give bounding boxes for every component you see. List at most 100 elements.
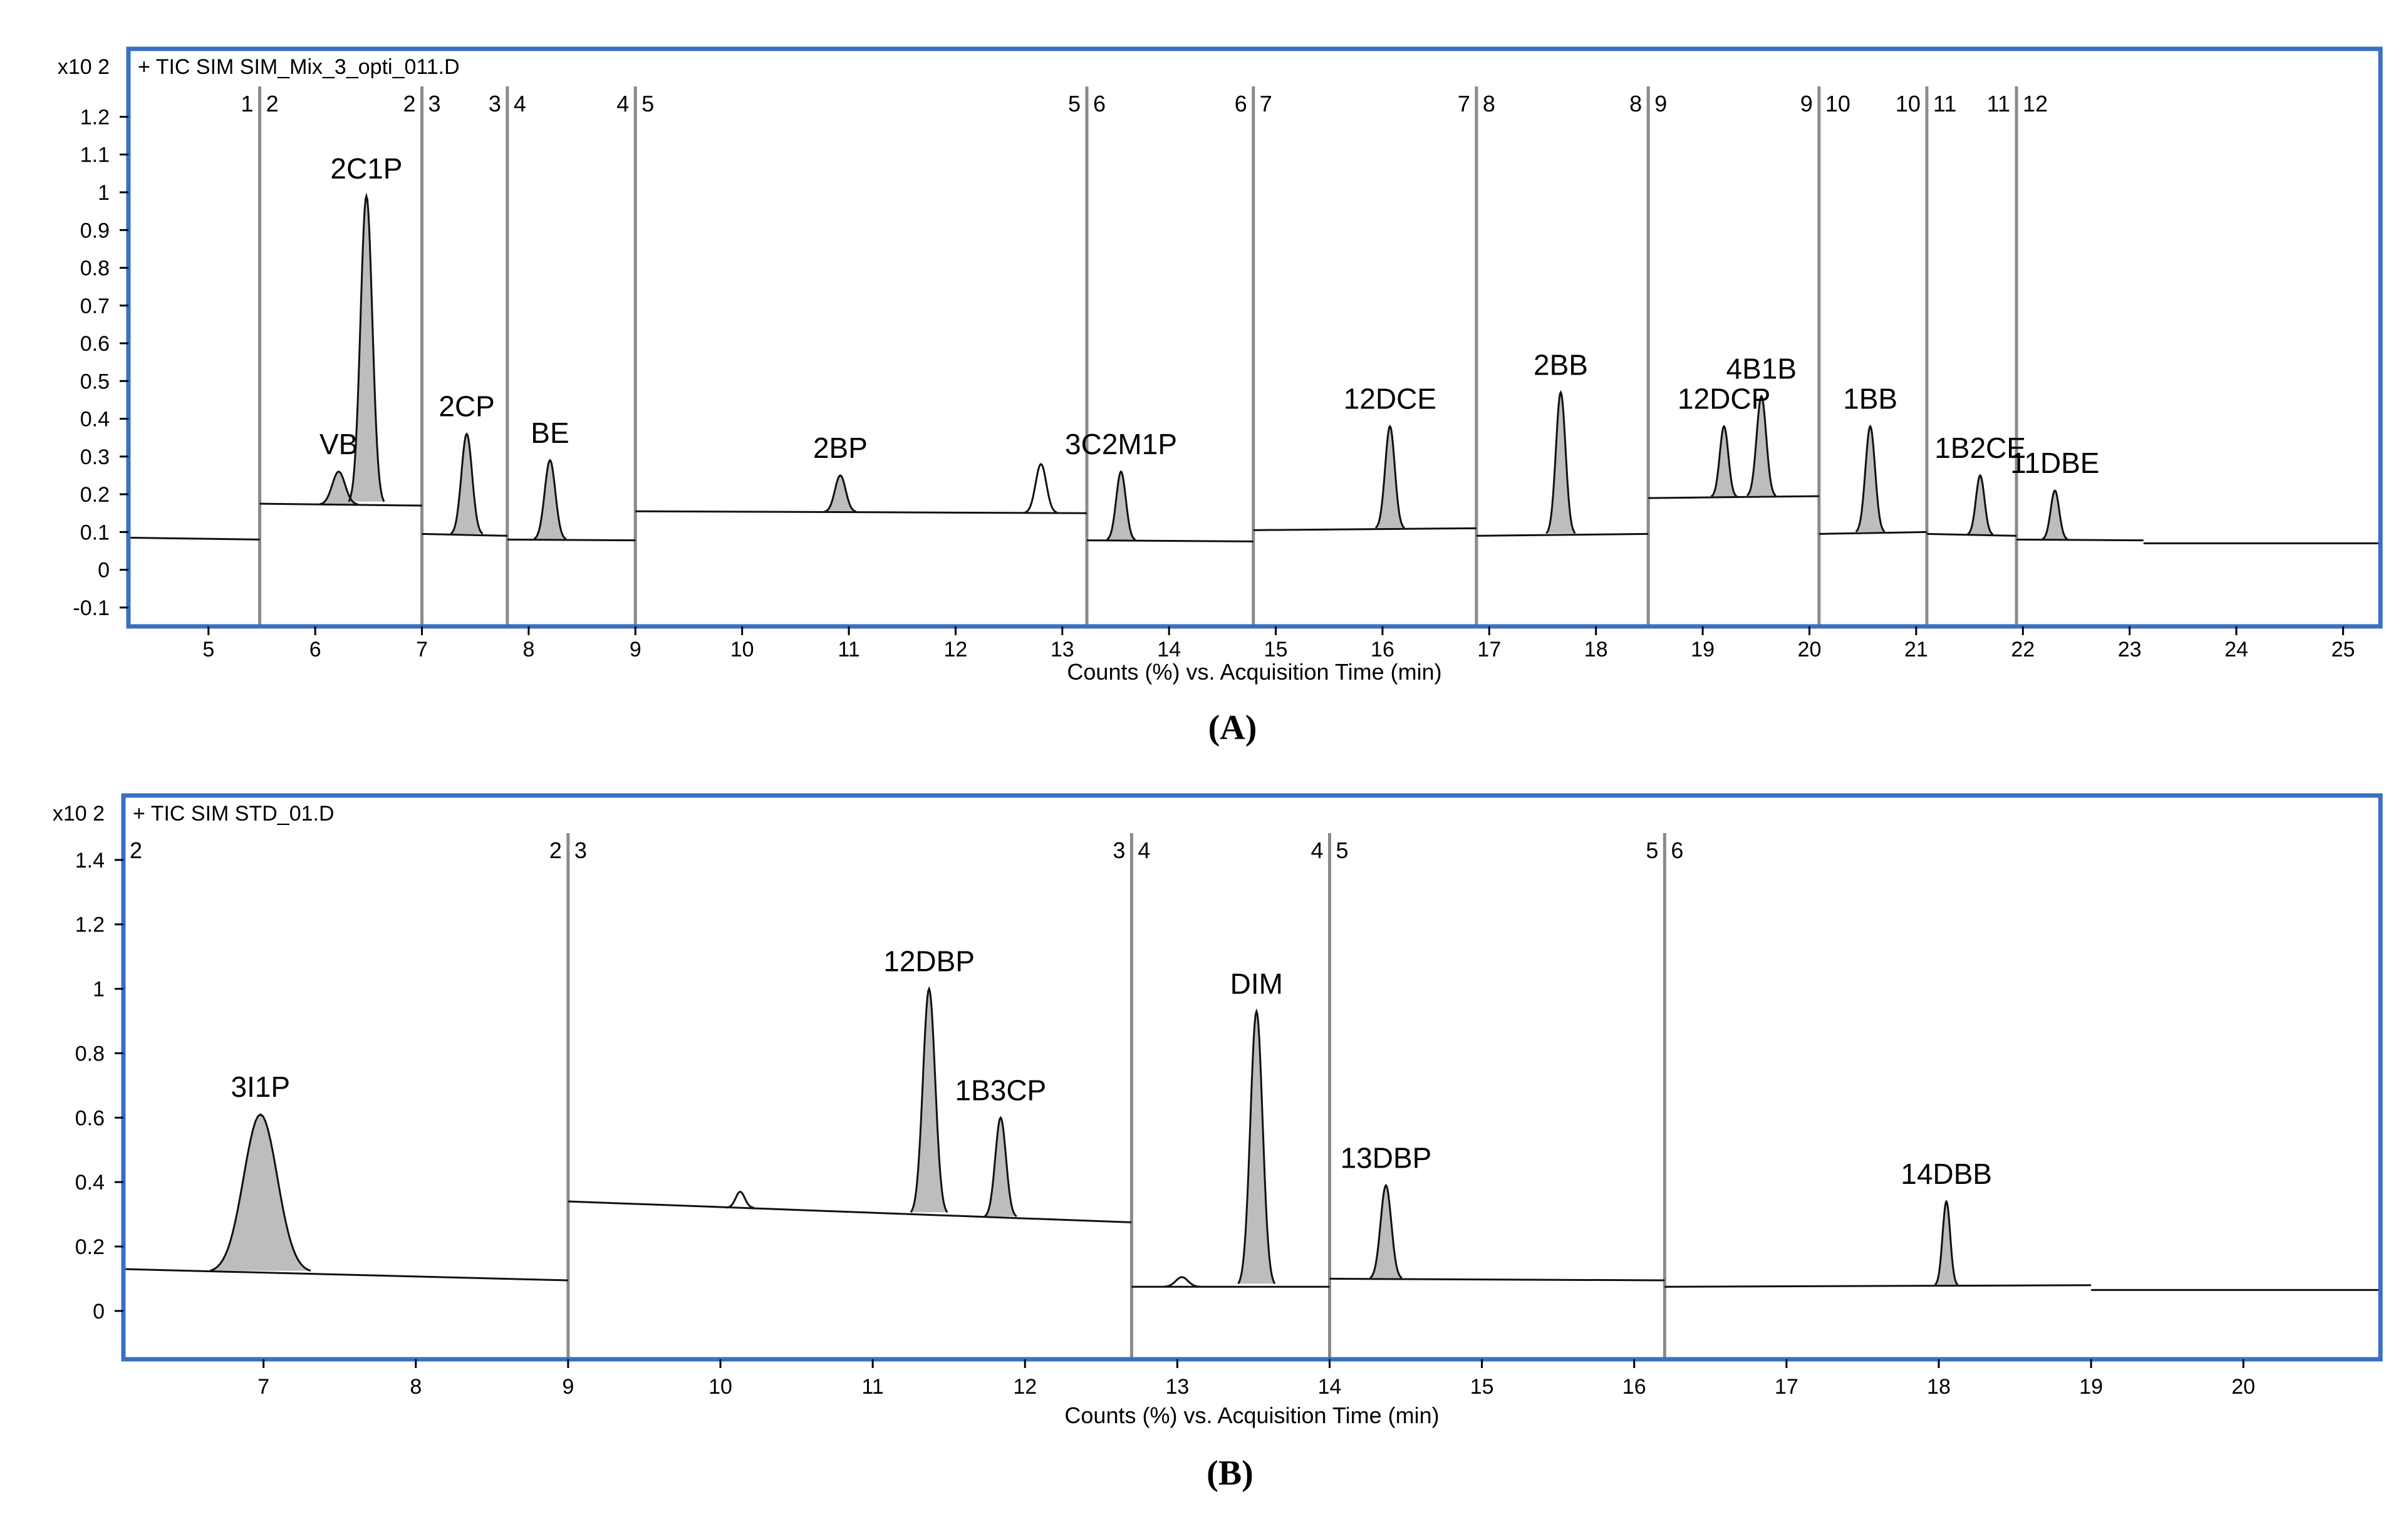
plot-title: + TIC SIM STD_01.D	[133, 802, 335, 826]
x-tick-label: 17	[1775, 1375, 1798, 1399]
peak-unlabeled	[1024, 463, 1057, 514]
y-tick-label: -0.1	[73, 596, 110, 620]
segment-label: 4	[616, 91, 629, 117]
x-tick-label: 13	[1165, 1375, 1189, 1399]
y-tick-label: 0.5	[80, 370, 110, 393]
x-tick-label: 12	[1013, 1375, 1037, 1399]
trace-baseline	[422, 532, 507, 537]
peak-fill-12dbp	[910, 988, 948, 1213]
peak-label-3i1p: 3I1P	[231, 1071, 290, 1103]
y-tick-label: 0.6	[80, 332, 110, 356]
x-tick-label: 23	[2118, 638, 2142, 661]
segment-label: 2	[549, 837, 562, 863]
peak-label-3c2m1p: 3C2M1P	[1065, 428, 1177, 460]
peak-label-13dbp: 13DBP	[1341, 1141, 1432, 1174]
peak-unlabeled	[1163, 1276, 1200, 1288]
peak-label-14dbb: 14DBB	[1901, 1158, 1992, 1190]
x-tick-label: 17	[1477, 638, 1501, 661]
y-tick-label: 0.2	[75, 1235, 105, 1259]
peak-dim	[1237, 1008, 1276, 1285]
x-tick-label: 22	[2011, 638, 2035, 661]
peak-label-12dcp: 12DCP	[1678, 383, 1770, 415]
peak-2bb	[1545, 390, 1576, 534]
peak-label-1b2ce: 1B2CE	[1934, 432, 2026, 464]
segment-label: 4	[1138, 837, 1150, 863]
peak-label-2bp: 2BP	[813, 432, 868, 464]
segment-label: 1	[241, 91, 254, 117]
segment-label: 11	[1987, 91, 2010, 117]
segment-label: 5	[1646, 837, 1658, 863]
y-tick-label: 0.4	[80, 408, 110, 432]
peak-fill-be	[534, 460, 566, 539]
y-tick-label: 0.2	[80, 483, 110, 507]
y-tick-label: 0.4	[75, 1171, 105, 1195]
peak-13dbp	[1369, 1183, 1403, 1279]
peak-12dcp	[1710, 425, 1738, 497]
peak-fill-3i1p	[210, 1114, 311, 1271]
y-tick-label: 0.6	[75, 1106, 105, 1130]
x-tick-label: 20	[2231, 1375, 2255, 1399]
y-tick-label: 1.2	[80, 105, 110, 129]
peak-3c2m1p	[1106, 470, 1136, 541]
x-tick-label: 25	[2331, 638, 2355, 661]
peak-label-4b1b: 4B1B	[1726, 352, 1797, 385]
x-tick-label: 10	[708, 1375, 732, 1399]
segment-label: 2	[266, 91, 279, 117]
y-tick-label: 1.1	[80, 143, 110, 167]
x-tick-label: 18	[1927, 1375, 1951, 1399]
trace-baseline	[1819, 531, 1927, 535]
peak-1bb	[1855, 424, 1886, 533]
trace-baseline	[1664, 1284, 2092, 1288]
segment-label: 5	[1336, 837, 1348, 863]
y-tick-label: 0.8	[75, 1042, 105, 1065]
segment-label: 12	[2023, 91, 2048, 117]
x-tick-label: 8	[410, 1375, 422, 1399]
y-tick-label: 0	[98, 559, 110, 583]
peak-label-dim: DIM	[1230, 968, 1283, 1000]
x-tick-label: 7	[416, 638, 428, 661]
peak-14dbb	[1934, 1200, 1959, 1286]
segment-label: 7	[1260, 91, 1272, 117]
segment-label: 9	[1654, 91, 1667, 117]
trace-baseline	[259, 502, 422, 507]
peak-1b2ce	[1966, 474, 1994, 536]
x-tick-label: 15	[1264, 638, 1288, 661]
y-tick-label: 0	[93, 1300, 105, 1324]
x-tick-label: 5	[202, 638, 214, 661]
peak-11dbe	[2042, 489, 2068, 541]
peak-fill-dim	[1238, 1011, 1275, 1284]
x-tick-label: 20	[1798, 638, 1822, 661]
peak-4b1b	[1746, 394, 1777, 497]
trace-baseline	[568, 1200, 1132, 1223]
segment-label: 10	[1825, 91, 1850, 117]
trace-baseline	[1329, 1277, 1665, 1282]
trace-baseline	[635, 510, 1087, 514]
segment-label: 3	[489, 91, 501, 117]
trace-baseline	[2016, 538, 2144, 542]
trace-baseline	[507, 538, 636, 542]
peak-label-vb: VB	[319, 428, 358, 460]
segment-label: 2	[403, 91, 416, 117]
segment-label: 11	[1933, 91, 1956, 117]
segment-label: 8	[1629, 91, 1642, 117]
peak-label-1bb: 1BB	[1843, 383, 1897, 415]
segment-label: 4	[1310, 837, 1323, 863]
plot-frame	[126, 46, 2383, 629]
x-tick-label: 9	[562, 1375, 574, 1399]
trace-baseline	[128, 536, 260, 541]
segment-label: 3	[428, 91, 441, 117]
trace-baseline	[1648, 495, 1819, 499]
y-axis-unit: x10 2	[53, 802, 105, 826]
peak-2c1p	[348, 192, 385, 502]
x-tick-label: 11	[861, 1375, 883, 1399]
x-tick-label: 11	[838, 638, 859, 661]
peak-12dce	[1374, 424, 1405, 529]
peak-1b3cp	[983, 1116, 1017, 1218]
x-tick-label: 12	[944, 638, 968, 661]
trace-baseline	[123, 1268, 568, 1282]
x-tick-label: 19	[2079, 1375, 2103, 1399]
peak-label-1b3cp: 1B3CP	[955, 1074, 1046, 1106]
peak-be	[533, 459, 567, 540]
x-axis-label: Counts (%) vs. Acquisition Time (min)	[1064, 1402, 1439, 1428]
